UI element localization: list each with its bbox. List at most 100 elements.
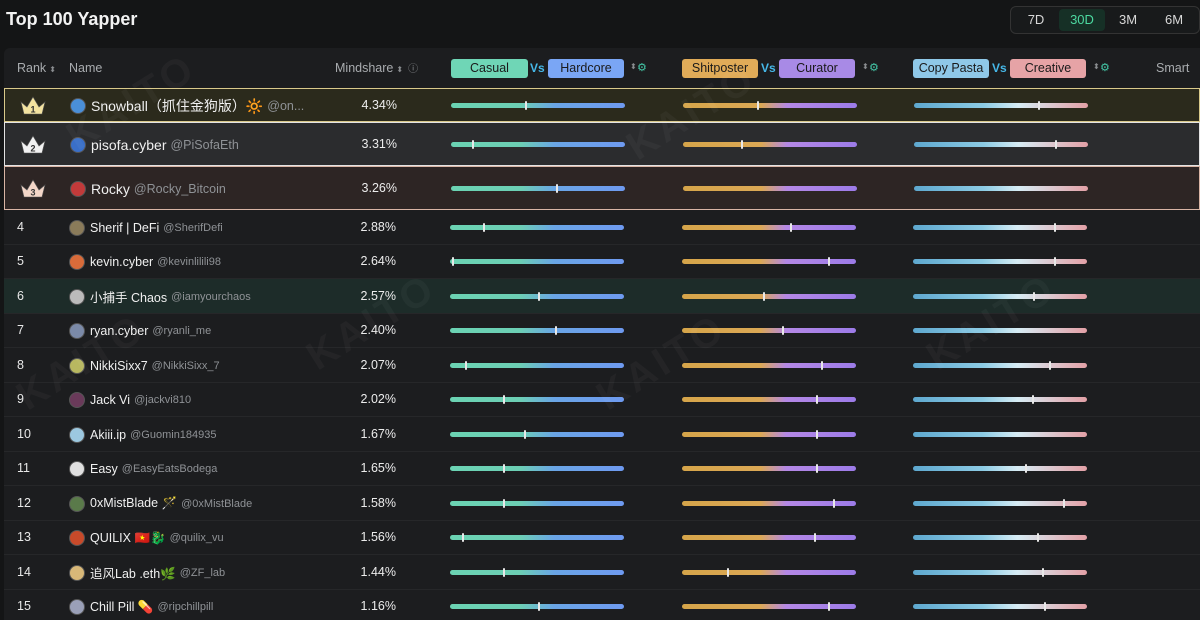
avatar[interactable] — [70, 98, 86, 114]
user-cell[interactable]: 0xMistBlade 🪄 @0xMistBlade — [69, 495, 252, 513]
user-handle[interactable]: @on... — [267, 99, 305, 113]
casual-filter-pill[interactable]: Casual — [451, 59, 528, 78]
period-3m-button[interactable]: 3M — [1118, 12, 1138, 27]
user-name[interactable]: Akiii.ip — [90, 427, 127, 442]
table-row[interactable]: 14 追风Lab .eth🌿 @ZF_lab 1.44% — [4, 555, 1200, 590]
user-name[interactable]: 追风Lab .eth🌿 — [90, 567, 176, 581]
user-name[interactable]: Jack Vi — [90, 393, 131, 407]
table-row[interactable]: 11 Easy @EasyEatsBodega 1.65% — [4, 452, 1200, 486]
user-name[interactable]: NikkiSixx7 — [90, 358, 148, 373]
mindshare-value: 2.02% — [360, 392, 396, 406]
user-name[interactable]: QUILIX 🇻🇳🐉 — [90, 530, 166, 545]
avatar[interactable] — [69, 530, 85, 546]
table-row[interactable]: 10 Akiii.ip @Guomin184935 1.67% — [4, 417, 1200, 452]
user-handle[interactable]: @ZF_lab — [179, 566, 226, 579]
user-handle[interactable]: @quilix_vu — [169, 532, 224, 544]
user-cell[interactable]: Sherif | DeFi @SherifDefi — [69, 219, 223, 237]
table-row[interactable]: 1 Snowball（抓住金狗版）🔆 @on... 4.34% — [4, 88, 1200, 122]
user-name[interactable]: pisofa.cyber — [91, 137, 167, 153]
user-cell[interactable]: Rocky @Rocky_Bitcoin — [70, 180, 226, 198]
table-row[interactable]: 8 NikkiSixx7 @NikkiSixx_7 2.07% — [4, 348, 1200, 383]
user-name[interactable]: kevin.cyber — [90, 255, 154, 269]
casual-hardcore-bar — [450, 360, 624, 370]
copypasta-creative-bar — [913, 328, 1087, 333]
user-handle[interactable]: @Rocky_Bitcoin — [133, 182, 226, 196]
user-cell[interactable]: 小捕手 Chaos @iamyourchaos — [69, 288, 251, 306]
user-name[interactable]: Rocky — [91, 181, 130, 197]
user-name[interactable]: 0xMistBlade 🪄 — [90, 496, 178, 510]
copypasta-creative-bar — [913, 464, 1087, 473]
gear-icon[interactable]: ⚙ — [637, 62, 647, 74]
user-cell[interactable]: kevin.cyber @kevinlilili98 — [69, 253, 221, 271]
sort-icon[interactable]: ⬍ — [1093, 62, 1100, 71]
user-name[interactable]: Chill Pill 💊 — [90, 599, 154, 614]
table-row[interactable]: 13 QUILIX 🇻🇳🐉 @quilix_vu 1.56% — [4, 521, 1200, 555]
avatar[interactable] — [69, 219, 85, 236]
user-name[interactable]: Snowball（抓住金狗版）🔆 — [91, 98, 264, 114]
copypasta-filter-pill[interactable]: Copy Pasta — [913, 59, 989, 78]
table-row[interactable]: 9 Jack Vi @jackvi810 2.02% — [4, 383, 1200, 417]
user-cell[interactable]: Chill Pill 💊 @ripchillpill — [69, 598, 213, 616]
user-name[interactable]: ryan.cyber — [90, 324, 149, 338]
yapper-table: Rank ⬍ Name Mindshare ⬍ ⓘ Casual Vs Hardcor… — [4, 48, 1200, 620]
mindshare-header[interactable]: Mindshare ⬍ ⓘ — [335, 48, 418, 88]
table-row[interactable]: 5 kevin.cyber @kevinlilili98 2.64% — [4, 245, 1200, 279]
user-handle[interactable]: @ryanli_me — [152, 325, 212, 337]
avatar[interactable] — [70, 181, 86, 197]
avatar[interactable] — [69, 254, 85, 270]
user-cell[interactable]: ryan.cyber @ryanli_me — [69, 322, 211, 340]
period-7d-button[interactable]: 7D — [1027, 12, 1045, 27]
user-handle[interactable]: @ripchillpill — [157, 601, 214, 613]
gear-icon[interactable]: ⚙ — [869, 62, 879, 74]
table-row[interactable]: 4 Sherif | DeFi @SherifDefi 2.88% — [4, 210, 1200, 245]
period-30d-button[interactable]: 30D — [1059, 9, 1105, 31]
user-cell[interactable]: pisofa.cyber @PiSofaEth — [70, 136, 239, 154]
table-row[interactable]: 3 Rocky @Rocky_Bitcoin 3.26% — [4, 166, 1200, 210]
user-cell[interactable]: Easy @EasyEatsBodega — [69, 460, 217, 478]
user-name[interactable]: 小捕手 Chaos — [90, 291, 168, 305]
avatar[interactable] — [69, 461, 85, 477]
avatar[interactable] — [69, 288, 85, 305]
user-handle[interactable]: @jackvi810 — [134, 394, 192, 406]
avatar[interactable] — [69, 564, 85, 581]
table-row[interactable]: 2 pisofa.cyber @PiSofaEth 3.31% — [4, 122, 1200, 166]
user-handle[interactable]: @PiSofaEth — [170, 138, 239, 152]
user-handle[interactable]: @Guomin184935 — [130, 428, 217, 441]
table-row[interactable]: 6 小捕手 Chaos @iamyourchaos 2.57% — [4, 279, 1200, 314]
user-cell[interactable]: NikkiSixx7 @NikkiSixx_7 — [69, 357, 220, 375]
info-icon[interactable]: ⓘ — [408, 64, 419, 75]
avatar[interactable] — [69, 426, 85, 443]
creative-filter-pill[interactable]: Creative — [1010, 59, 1086, 78]
avatar[interactable] — [69, 323, 85, 339]
avatar[interactable] — [69, 357, 85, 374]
table-row[interactable]: 7 ryan.cyber @ryanli_me 2.40% — [4, 314, 1200, 348]
user-handle[interactable]: @iamyourchaos — [171, 290, 251, 303]
avatar[interactable] — [69, 392, 85, 408]
rank-header[interactable]: Rank ⬍ — [17, 48, 56, 88]
user-cell[interactable]: Jack Vi @jackvi810 — [69, 391, 191, 409]
user-handle[interactable]: @SherifDefi — [163, 221, 223, 234]
avatar[interactable] — [70, 137, 86, 153]
user-handle[interactable]: @0xMistBlade — [181, 497, 253, 510]
user-cell[interactable]: QUILIX 🇻🇳🐉 @quilix_vu — [69, 529, 224, 547]
gear-icon[interactable]: ⚙ — [1100, 62, 1110, 74]
user-handle[interactable]: @EasyEatsBodega — [121, 463, 218, 475]
shitposter-filter-pill[interactable]: Shitposter — [682, 59, 758, 78]
user-cell[interactable]: Snowball（抓住金狗版）🔆 @on... — [70, 97, 304, 115]
user-handle[interactable]: @kevinlilili98 — [157, 256, 221, 268]
curator-filter-pill[interactable]: Curator — [779, 59, 855, 78]
user-cell[interactable]: Akiii.ip @Guomin184935 — [69, 426, 217, 444]
user-name[interactable]: Sherif | DeFi — [90, 220, 160, 235]
period-6m-button[interactable]: 6M — [1164, 12, 1184, 27]
user-handle[interactable]: @NikkiSixx_7 — [151, 359, 220, 372]
rank-number: 6 — [17, 288, 24, 303]
sort-icon[interactable]: ⬍ — [862, 62, 869, 71]
user-name[interactable]: Easy — [90, 462, 118, 476]
sort-icon[interactable]: ⬍ — [630, 62, 637, 71]
table-row[interactable]: 12 0xMistBlade 🪄 @0xMistBlade 1.58% — [4, 486, 1200, 521]
user-cell[interactable]: 追风Lab .eth🌿 @ZF_lab — [69, 564, 225, 582]
hardcore-filter-pill[interactable]: Hardcore — [548, 59, 624, 78]
table-row[interactable]: 15 Chill Pill 💊 @ripchillpill 1.16% — [4, 590, 1200, 620]
avatar[interactable] — [69, 599, 85, 615]
avatar[interactable] — [69, 495, 85, 512]
